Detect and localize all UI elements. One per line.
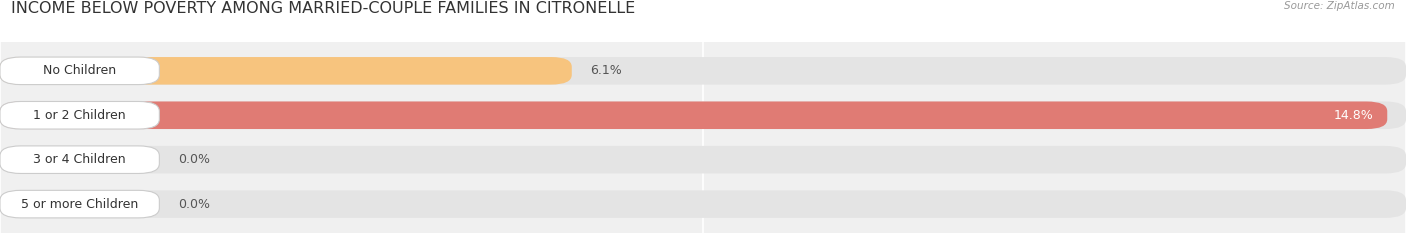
FancyBboxPatch shape <box>0 190 1406 218</box>
FancyBboxPatch shape <box>0 102 159 129</box>
FancyBboxPatch shape <box>0 57 572 85</box>
FancyBboxPatch shape <box>0 146 159 173</box>
Text: 0.0%: 0.0% <box>179 153 209 166</box>
FancyBboxPatch shape <box>0 146 1406 173</box>
FancyBboxPatch shape <box>0 102 1406 129</box>
FancyBboxPatch shape <box>0 102 1388 129</box>
Text: 1 or 2 Children: 1 or 2 Children <box>34 109 127 122</box>
Text: 6.1%: 6.1% <box>591 64 623 77</box>
Text: Source: ZipAtlas.com: Source: ZipAtlas.com <box>1284 1 1395 11</box>
FancyBboxPatch shape <box>0 190 159 218</box>
Text: No Children: No Children <box>44 64 117 77</box>
FancyBboxPatch shape <box>0 57 1406 85</box>
Text: 5 or more Children: 5 or more Children <box>21 198 138 211</box>
Text: 3 or 4 Children: 3 or 4 Children <box>34 153 127 166</box>
Text: 14.8%: 14.8% <box>1333 109 1374 122</box>
Text: INCOME BELOW POVERTY AMONG MARRIED-COUPLE FAMILIES IN CITRONELLE: INCOME BELOW POVERTY AMONG MARRIED-COUPL… <box>11 1 636 16</box>
FancyBboxPatch shape <box>0 57 159 85</box>
Text: 0.0%: 0.0% <box>179 198 209 211</box>
